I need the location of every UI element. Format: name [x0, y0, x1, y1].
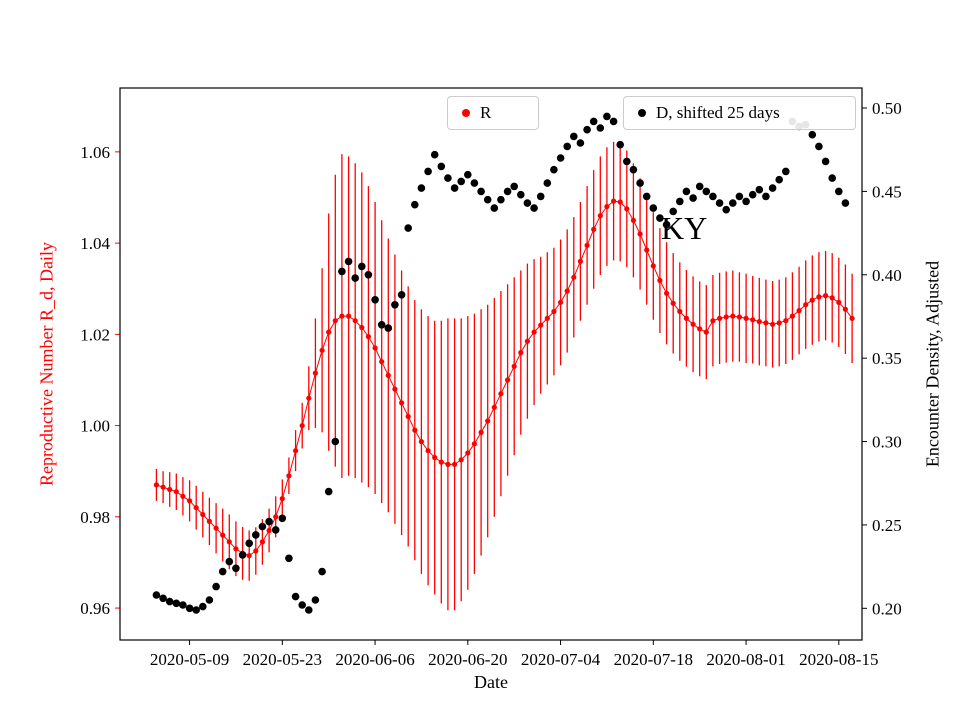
legend-d-marker-icon: [638, 109, 646, 117]
svg-text:2020-07-18: 2020-07-18: [614, 650, 693, 669]
svg-text:0.98: 0.98: [80, 508, 110, 527]
svg-text:0.35: 0.35: [872, 349, 902, 368]
svg-text:2020-07-04: 2020-07-04: [521, 650, 601, 669]
svg-text:0.40: 0.40: [872, 266, 902, 285]
svg-text:2020-08-15: 2020-08-15: [799, 650, 878, 669]
svg-text:1.00: 1.00: [80, 417, 110, 436]
legend-d: D, shifted 25 days: [623, 96, 856, 130]
svg-text:2020-05-23: 2020-05-23: [243, 650, 322, 669]
svg-text:0.45: 0.45: [872, 182, 902, 201]
svg-text:0.30: 0.30: [872, 433, 902, 452]
svg-text:0.25: 0.25: [872, 516, 902, 535]
svg-text:2020-08-01: 2020-08-01: [706, 650, 785, 669]
x-axis-label: Date: [474, 672, 508, 692]
svg-text:0.20: 0.20: [872, 599, 902, 618]
state-annotation: KY: [661, 210, 708, 246]
svg-text:0.50: 0.50: [872, 99, 902, 118]
legend-r: R: [447, 96, 539, 130]
svg-text:1.02: 1.02: [80, 325, 110, 344]
svg-text:0.96: 0.96: [80, 599, 110, 618]
legend-r-marker-icon: [462, 109, 470, 117]
svg-text:2020-06-06: 2020-06-06: [335, 650, 414, 669]
svg-text:2020-05-09: 2020-05-09: [150, 650, 229, 669]
svg-text:1.06: 1.06: [80, 143, 110, 162]
left-axis-label: Reproductive Number R_d, Daily: [36, 242, 57, 486]
legend-d-label: D, shifted 25 days: [656, 103, 780, 122]
right-axis-label: Encounter Density, Adjusted: [922, 260, 943, 468]
svg-text:2020-06-20: 2020-06-20: [428, 650, 507, 669]
legend-r-label: R: [480, 103, 492, 122]
svg-text:1.04: 1.04: [80, 234, 110, 253]
